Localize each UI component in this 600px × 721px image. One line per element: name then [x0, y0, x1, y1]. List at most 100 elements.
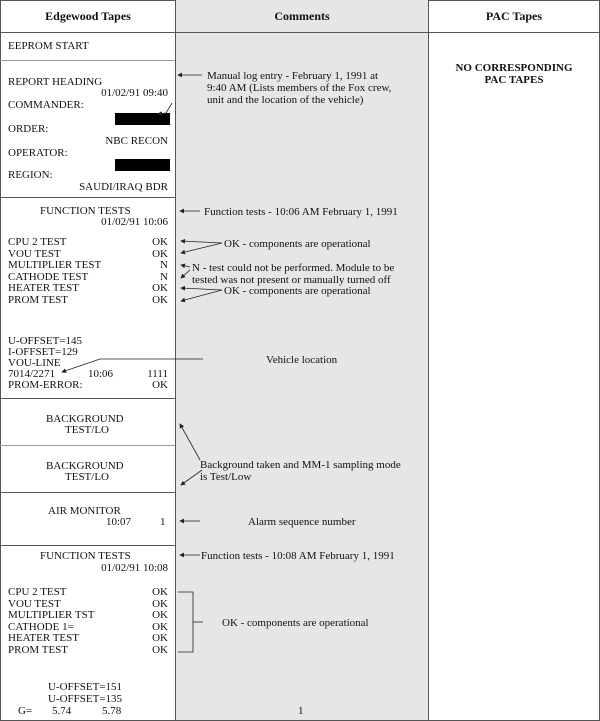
operator-label: OPERATOR:	[8, 147, 68, 159]
test-name: PROM TEST	[8, 643, 69, 656]
air-monitor-seq: 1	[160, 516, 166, 528]
comment-bg-line2: is Test/Low	[200, 471, 252, 483]
ft2-u-offset-2: U-OFFSET=135	[48, 693, 123, 705]
ft2-u-offset-1: U-OFFSET=151	[48, 681, 123, 693]
region-label: REGION:	[8, 169, 53, 181]
arrow-ok-cpu	[180, 238, 223, 244]
comment-manual-line1: Manual log entry - February 1, 1991 at	[207, 70, 379, 82]
test-name: PROM TEST	[8, 293, 69, 306]
test-name: VOU TEST	[8, 597, 61, 610]
ft2-g-label: G=	[18, 705, 33, 717]
test-result: OK	[152, 236, 168, 248]
test-result: OK	[152, 609, 168, 621]
arrow-ok-prom	[180, 289, 223, 303]
comment-ok-1: OK - components are operational	[224, 238, 371, 250]
header-comments: Comments	[175, 0, 429, 33]
comment-background: Background taken and MM-1 sampling mode i…	[200, 459, 401, 483]
arrow-vehicle	[61, 358, 203, 373]
test-result: OK	[152, 620, 168, 633]
eeprom-section	[0, 33, 175, 61]
test-name: MULTIPLIER TST	[8, 609, 95, 621]
ft2-g2: 5.78	[102, 705, 122, 717]
ft1-prom-error-value: OK	[152, 379, 168, 391]
order-value: NBC RECON	[105, 135, 168, 147]
background-2-section	[0, 446, 175, 493]
ft2-title: FUNCTION TESTS	[40, 550, 131, 562]
region-value: SAUDI/IRAQ BDR	[79, 181, 168, 193]
comment-bg-line1: Background taken and MM-1 sampling mode	[200, 459, 401, 471]
comment-ok-3: OK - components are operational	[222, 617, 369, 629]
bg1-line2: TEST/LO	[65, 424, 109, 436]
arrow-n-cath	[180, 269, 191, 279]
comment-manual-log: Manual log entry - February 1, 1991 at 9…	[207, 70, 391, 106]
report-datetime: 01/02/91 09:40	[101, 87, 168, 99]
ft1-vou-line: VOU-LINE	[8, 357, 61, 369]
operator-redaction	[115, 159, 170, 171]
comment-manual-line3: unit and the location of the vehicle)	[207, 94, 364, 106]
comment-ft2: Function tests - 10:08 AM February 1, 19…	[201, 550, 395, 562]
order-label: ORDER:	[8, 123, 49, 135]
arrow-n-mult	[180, 263, 191, 269]
report-heading: REPORT HEADING	[8, 76, 103, 88]
bracket-ok	[178, 591, 194, 653]
pac-note-line2: PAC TAPES	[484, 74, 544, 86]
bg2-line1: BACKGROUND	[46, 460, 124, 472]
ft1-prom-error: PROM-ERROR:	[8, 379, 83, 391]
comment-alarm: Alarm sequence number	[248, 516, 356, 528]
arrow-manual-2	[157, 102, 173, 116]
comment-n-line1: N - test could not be performed. Module …	[192, 262, 395, 274]
ft1-datetime: 01/02/91 10:06	[101, 216, 168, 228]
test-name: HEATER TEST	[8, 632, 79, 644]
ft2-datetime: 01/02/91 10:08	[101, 562, 168, 574]
pac-note-line1: NO CORRESPONDING	[455, 62, 573, 74]
background-1-section	[0, 399, 175, 446]
arrow-ok-heater	[180, 285, 223, 291]
test-result: OK	[152, 597, 168, 610]
ft1-location: 7014/2271	[8, 368, 56, 380]
ft1-i-offset: I-OFFSET=129	[8, 346, 78, 358]
test-result: OK	[152, 586, 168, 598]
header-edgewood: Edgewood Tapes	[0, 0, 176, 33]
ft1-code: 1111	[147, 368, 168, 380]
test-name: VOU TEST	[8, 247, 61, 260]
test-result: OK	[152, 632, 168, 644]
report-section	[0, 61, 175, 198]
test-result: OK	[152, 643, 168, 656]
commander-redaction	[115, 113, 170, 125]
ft1-title: FUNCTION TESTS	[40, 205, 131, 217]
test-result: OK	[152, 282, 168, 294]
comment-vehicle: Vehicle location	[266, 354, 338, 366]
ft1-time: 10:06	[88, 368, 114, 380]
arrow-bg-2	[180, 469, 203, 486]
bg1-line1: BACKGROUND	[46, 413, 124, 425]
test-name: CPU 2 TEST	[8, 586, 67, 598]
test-result: N	[160, 259, 168, 271]
arrow-bg-1	[179, 423, 201, 461]
test-name: CATHODE TEST	[8, 270, 89, 283]
test-name: CATHODE 1=	[8, 620, 74, 633]
function-tests-1-section	[0, 198, 175, 399]
comment-n: N - test could not be performed. Module …	[192, 262, 394, 286]
ft2-g1: 5.74	[52, 705, 72, 717]
test-name: MULTIPLIER TEST	[8, 259, 102, 271]
test-name: HEATER TEST	[8, 282, 79, 294]
air-monitor-time: 10:07	[106, 516, 132, 528]
comment-manual-line2: 9:40 AM (Lists members of the Fox crew,	[207, 82, 392, 94]
header-pac: PAC Tapes	[428, 0, 600, 33]
arrow-ok-vou	[180, 242, 223, 255]
comment-ft1: Function tests - 10:06 AM February 1, 19…	[204, 206, 398, 218]
pac-note: NO CORRESPONDING PAC TAPES	[428, 62, 600, 86]
bg2-line2: TEST/LO	[65, 471, 109, 483]
comment-n-line2: tested was not present or manually turne…	[192, 274, 391, 286]
air-monitor-section	[0, 493, 175, 546]
test-result: N	[160, 270, 168, 283]
commander-label: COMMANDER:	[8, 99, 84, 111]
comment-ok-2: OK - components are operational	[224, 285, 371, 297]
eeprom-start: EEPROM START	[8, 40, 89, 52]
ft1-u-offset: U-OFFSET=145	[8, 335, 83, 347]
test-result: OK	[152, 247, 168, 260]
air-monitor-title: AIR MONITOR	[48, 505, 121, 517]
test-result: OK	[152, 293, 168, 306]
test-name: CPU 2 TEST	[8, 236, 67, 248]
